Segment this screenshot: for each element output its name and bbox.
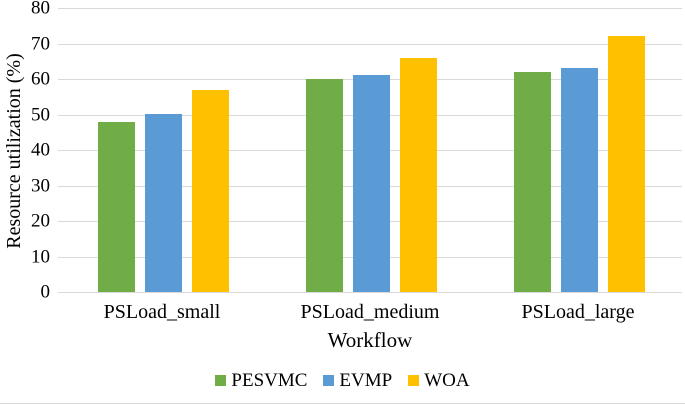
- legend-item-evmp: EVMP: [323, 371, 392, 390]
- bar-pesvmc-psload_large: [514, 72, 551, 292]
- x-category-label-psload_small: PSLoad_small: [103, 301, 221, 323]
- legend-label: WOA: [424, 370, 470, 391]
- gridline-y-70: [58, 44, 682, 45]
- legend-swatch-icon: [408, 375, 420, 386]
- legend-label: PESVMC: [231, 370, 308, 391]
- gridline-y-0: [58, 292, 682, 293]
- legend-label: EVMP: [339, 370, 393, 391]
- x-axis-title: Workflow: [327, 328, 413, 352]
- y-tick-label-10: 10: [31, 246, 50, 268]
- x-axis-category-labels: PSLoad_small PSLoad_medium PSLoad_large: [58, 301, 682, 323]
- x-category-label-psload_large: PSLoad_large: [521, 301, 635, 323]
- bar-evmp-psload_small: [145, 114, 182, 292]
- bar-evmp-psload_large: [561, 68, 598, 292]
- chart-legend: PESVMC EVMP WOA: [0, 371, 685, 390]
- y-tick-label-0: 0: [40, 281, 51, 303]
- bar-woa-psload_medium: [400, 58, 437, 292]
- legend-swatch-icon: [323, 375, 335, 386]
- plot-area: [58, 8, 682, 293]
- bar-pesvmc-psload_medium: [306, 79, 343, 292]
- bar-woa-psload_small: [192, 90, 229, 292]
- bar-pesvmc-psload_small: [98, 122, 135, 292]
- y-axis-tick-labels: 0 10 20 30 40 50 60 70 80: [0, 0, 50, 302]
- y-tick-label-60: 60: [31, 68, 50, 90]
- y-tick-label-20: 20: [31, 210, 50, 232]
- bar-evmp-psload_medium: [353, 75, 390, 292]
- legend-swatch-icon: [215, 375, 227, 386]
- x-category-label-psload_medium: PSLoad_medium: [300, 301, 440, 323]
- legend-item-woa: WOA: [408, 370, 470, 391]
- y-tick-label-30: 30: [31, 175, 50, 197]
- y-tick-label-80: 80: [31, 0, 50, 19]
- y-tick-label-70: 70: [31, 33, 50, 55]
- y-tick-label-40: 40: [31, 139, 50, 161]
- y-tick-label-50: 50: [31, 104, 50, 126]
- legend-item-pesvmc: PESVMC: [215, 371, 307, 390]
- bar-woa-psload_large: [608, 36, 645, 292]
- gridline-y-80: [58, 8, 682, 9]
